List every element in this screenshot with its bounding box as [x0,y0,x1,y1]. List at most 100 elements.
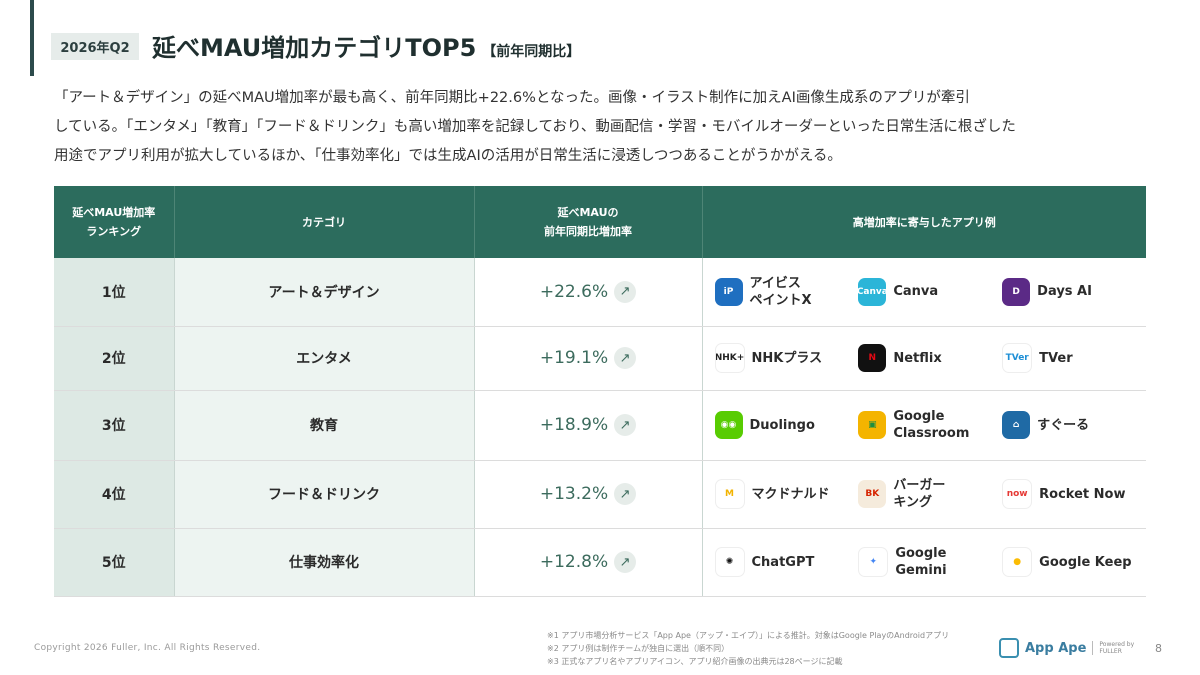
page-title: 延べMAU増加カテゴリTOP5 【前年同期比】 [152,28,580,63]
app-name: NHKプラス [751,350,823,366]
lead-line: 「アート＆デザイン」の延べMAU増加率が最も高く、前年同期比+22.6%となった… [54,90,970,106]
ranking-table: 延べMAU増加率 ランキング カテゴリ 延べMAUの 前年同期比増加率 高増加率に寄… [54,186,1146,597]
growth-value-group: +19.1% ↗ [539,347,637,369]
brand-powered: Powered by FULLER [1099,641,1134,655]
app-item: M マクドナルド [714,477,859,511]
app-item: ▣ Google Classroom [858,408,1002,442]
app-item: iP アイビス ペイントX [714,275,859,309]
app-name: ChatGPT [751,554,815,570]
tver-icon: TVer [1002,343,1033,373]
table-row: 1位 アート＆デザイン +22.6% ↗ iP アイビス ペイントX Canva Canva D… [54,258,1147,327]
apps-cell: ✺ ChatGPT ✦ Google Gemini ● Google Keep [702,528,1147,597]
growth-value: +18.9% [539,415,609,435]
fuller-text: FULLER [1099,648,1122,655]
app-name: TVer [1039,350,1073,366]
table-row: 2位 エンタメ +19.1% ↗ NHK+ NHKプラス N Netflix TVer TVer [54,326,1147,391]
page-number: 8 [1155,642,1162,655]
header-category: カテゴリ [174,186,475,258]
rank-cell: 4位 [54,460,175,529]
growth-value: +19.1% [539,348,609,368]
header-rank-label: 延べMAU増加率 ランキング [72,206,156,238]
brand-name: App Ape [1025,640,1087,656]
category-cell: アート＆デザイン [174,258,475,327]
trend-up-icon: ↗ [614,347,637,369]
app-list: iP アイビス ペイントX Canva Canva D Days AI [703,275,1147,309]
growth-value: +12.8% [539,552,609,572]
app-item: D Days AI [1002,275,1146,309]
chatgpt-icon: ✺ [714,547,745,577]
trend-up-icon: ↗ [614,414,637,436]
app-item: N Netflix [858,343,1002,373]
app-name: Duolingo [749,417,815,433]
title-note: 【前年同期比】 [482,44,581,60]
app-name: マクドナルド [751,486,830,502]
app-name: すぐーる [1037,417,1090,433]
growth-value-group: +18.9% ↗ [539,414,637,436]
category-cell: 教育 [174,390,475,461]
app-list: ◉◉ Duolingo ▣ Google Classroom ⌂ すぐーる [703,408,1147,442]
duolingo-icon: ◉◉ [714,411,743,439]
app-item: ◉◉ Duolingo [714,408,859,442]
brand-logo: App Ape Powered by FULLER [999,638,1134,658]
category-cell: エンタメ [174,326,475,391]
apps-cell: iP アイビス ペイントX Canva Canva D Days AI [702,258,1147,327]
growth-cell: +13.2% ↗ [474,460,703,529]
app-list: ✺ ChatGPT ✦ Google Gemini ● Google Keep [703,545,1147,579]
app-item: now Rocket Now [1002,477,1146,511]
lead-line: 用途でアプリ利用が拡大しているほか、「仕事効率化」では生成AIの活用が日常生活に… [54,148,842,164]
brand-divider [1092,641,1094,655]
table-row: 4位 フード＆ドリンク +13.2% ↗ M マクドナルド BK バーガー キング now Roc… [54,460,1146,529]
app-ape-icon [999,638,1019,658]
google-keep-icon: ● [1002,547,1033,577]
app-list: NHK+ NHKプラス N Netflix TVer TVer [703,343,1147,373]
growth-value-group: +22.6% ↗ [539,280,637,303]
period-badge: 2026年Q2 [51,33,139,60]
header-growth-label: 延べMAUの 前年同期比増加率 [544,206,632,238]
mcdonalds-icon: M [714,479,745,509]
app-item: BK バーガー キング [858,477,1002,511]
lead-paragraph: 「アート＆デザイン」の延べMAU増加率が最も高く、前年同期比+22.6%となった… [54,84,1158,171]
app-name: Netflix [893,350,942,366]
category-cell: フード＆ドリンク [174,460,475,529]
growth-cell: +18.9% ↗ [474,390,703,461]
rank-cell: 2位 [54,326,175,391]
growth-cell: +12.8% ↗ [474,528,703,597]
header-rank: 延べMAU増加率 ランキング [54,186,175,258]
growth-value: +13.2% [539,484,609,504]
header-apps-label: 高増加率に寄与したアプリ例 [852,215,996,229]
app-item: ⌂ すぐーる [1002,408,1146,442]
app-name: アイビス ペイントX [749,275,812,308]
app-item: TVer TVer [1002,343,1146,373]
trend-up-icon: ↗ [614,551,637,573]
nhk-plus-icon: NHK+ [714,343,745,373]
app-item: NHK+ NHKプラス [714,343,859,373]
ibis-paint-icon: iP [714,277,743,306]
sugooru-icon: ⌂ [1002,411,1031,439]
trend-up-icon: ↗ [614,280,637,303]
app-name: Days AI [1037,284,1092,300]
table-header-row: 延べMAU増加率 ランキング カテゴリ 延べMAUの 前年同期比増加率 高増加率に寄… [54,186,1146,258]
accent-bar [30,0,34,76]
apps-cell: NHK+ NHKプラス N Netflix TVer TVer [702,326,1147,391]
app-item: ✺ ChatGPT [714,545,859,579]
google-gemini-icon: ✦ [858,547,889,577]
table-row: 5位 仕事効率化 +12.8% ↗ ✺ ChatGPT ✦ Google Gemini ● Goo… [54,528,1147,597]
app-name: Google Keep [1039,554,1132,570]
header-apps: 高増加率に寄与したアプリ例 [702,186,1146,258]
footnote: ※1 アプリ市場分析サービス「App Ape（アップ・エイプ）」による推計。対象… [547,631,950,640]
growth-value: +22.6% [539,281,609,302]
table-row: 3位 教育 +18.9% ↗ ◉◉ Duolingo ▣ Google Classroom ⌂ す… [54,390,1147,461]
app-name: Google Gemini [895,546,947,578]
app-name: バーガー キング [893,478,946,510]
growth-value-group: +13.2% ↗ [539,483,637,505]
apps-cell: ◉◉ Duolingo ▣ Google Classroom ⌂ すぐーる [702,390,1147,461]
title-text: 延べMAU増加カテゴリTOP5 [152,34,477,62]
days-ai-icon: D [1002,277,1031,306]
netflix-icon: N [858,344,887,372]
app-item: Canva Canva [858,275,1002,309]
rocket-now-icon: now [1002,479,1033,509]
footnote: ※3 正式なアプリ名やアプリアイコン、アプリ紹介画像の出典元は28ページに記載 [547,657,843,666]
canva-icon: Canva [858,277,887,306]
footnote: ※2 アプリ例は制作チームが独自に選出（順不同） [547,644,730,653]
header-growth: 延べMAUの 前年同期比増加率 [474,186,703,258]
